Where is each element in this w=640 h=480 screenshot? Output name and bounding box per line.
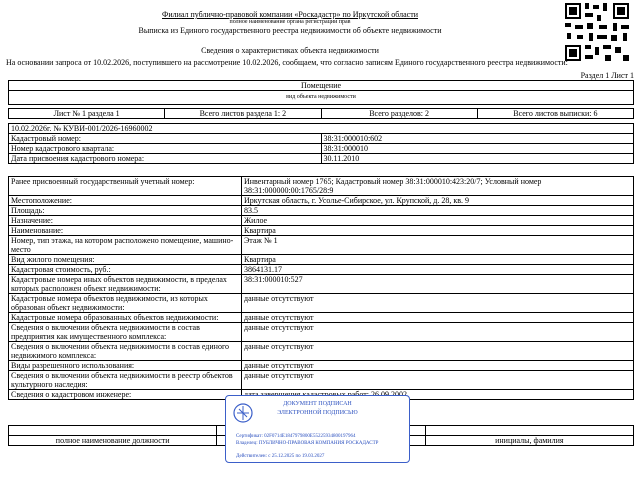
property-label: Кадастровые номера образованных объектов… [8,312,242,323]
property-label: Виды разрешенного использования: [8,360,242,371]
object-table: Помещение вид объекта недвижимости [8,80,634,105]
property-value: данные отсутствуют [241,293,634,313]
property-value: 3864131.17 [241,264,634,275]
property-value: Этаж № 1 [241,235,634,255]
property-label: Ранее присвоенный государственный учетны… [8,176,242,196]
property-row: Кадастровые номера иных объектов недвижи… [8,274,634,294]
document-title: Выписка из Единого государственного реес… [138,26,442,35]
property-label: Сведения о кадастровом инженере: [8,389,242,400]
property-row: Кадастровые номера образованных объектов… [8,312,634,323]
sheet-info: Лист № 1 раздела 1 [7,108,166,119]
property-label: Кадастровая стоимость, руб.: [8,264,242,275]
properties-table: Ранее присвоенный государственный учетны… [8,176,634,400]
property-value: Квартира [241,225,634,236]
property-label: Сведения о включении объекта недвижимост… [8,370,242,390]
stamp-validity: Действителен: с 25.12.2025 по 19.03.2027 [236,454,325,459]
property-label: Дата присвоения кадастрового номера: [8,153,322,164]
property-row: Назначение: Жилое [8,215,634,226]
property-label: Сведения о включении объекта недвижимост… [8,341,242,361]
stamp-emblem [233,403,253,423]
property-label: Номер, тип этажа, на котором расположено… [8,235,242,255]
property-label: Площадь: [8,205,242,216]
property-row: Кадастровая стоимость, руб.: 3864131.17 [8,264,634,275]
property-row: Кадастровые номера объектов недвижимости… [8,293,634,313]
property-row: Вид жилого помещения: Квартира [8,254,634,265]
record-number: 10.02.2026г. № КУВИ-001/2026-16960002 [8,123,634,134]
property-value: 30.11.2010 [320,153,634,164]
property-value: Жилое [241,215,634,226]
property-label: Назначение: [8,215,242,226]
property-label: Кадастровые номера объектов недвижимости… [8,293,242,313]
name-caption: инициалы, фамилия [424,435,635,446]
property-value: Иркутская область, г. Усолье-Сибирское, … [241,195,634,206]
property-value: дата завершения кадастровых работ: 26.09… [241,389,634,400]
organization: Филиал публично-правовой компании «Роска… [162,10,418,19]
property-row: Виды разрешенного использования: данные о… [8,360,634,371]
property-row: Площадь: 83.5 [8,205,634,216]
property-row: Кадастровый номер: 38:31:000010:602 [8,133,634,144]
property-value: 38:31:000010:527 [241,274,634,294]
organization-caption: полное наименование органа регистрации п… [229,19,351,25]
property-value: данные отсутствуют [241,341,634,361]
section: Раздел 1 Лист 1 [580,71,634,80]
property-value: данные отсутствуют [241,360,634,371]
property-value: данные отсутствуют [241,312,634,323]
object-kind: Помещение [8,80,634,91]
ids-table: 10.02.2026г. № КУВИ-001/2026-16960002 Ка… [8,123,634,164]
property-row: Дата присвоения кадастрового номера: 30.1… [8,153,634,164]
property-label: Местоположение: [8,195,242,206]
property-row: Местоположение: Иркутская область, г. Усо… [8,195,634,206]
property-label: Наименование: [8,225,242,236]
property-value: 83.5 [241,205,634,216]
stamp-title: ДОКУМЕНТ ПОДПИСАН [283,401,352,407]
position-caption: полное наименование должности [7,435,218,446]
property-label: Кадастровый номер: [8,133,322,144]
sheets-table: Лист № 1 раздела 1 Всего листов раздела 1… [7,108,635,119]
stamp-certificate: Сертификат: 02F0714E1847979800E552259348… [236,434,356,439]
property-label: Сведения о включении объекта недвижимост… [8,322,242,342]
property-row: Сведения о включении объекта недвижимост… [8,370,634,390]
property-row: Номер кадастрового квартала: 38:31:000010 [8,143,634,154]
intro: На основании запроса от 10.02.2026, пост… [6,58,568,67]
property-row: Сведения о включении объекта недвижимост… [8,341,634,361]
stamp-owner: Владелец: ПУБЛИЧНО-ПРАВОВАЯ КОМПАНИЯ РОС… [236,441,379,446]
object-kind-caption: вид объекта недвижимости [8,90,634,105]
signature-stamp: ДОКУМЕНТ ПОДПИСАН ЭЛЕКТРОННОЙ ПОДПИСЬЮ С… [225,395,410,463]
property-label: Номер кадастрового квартала: [8,143,322,154]
sheet-info: Всего листов выписки: 6 [476,108,635,119]
property-value: Инвентарный номер 1765; Кадастровый номе… [241,176,634,196]
property-value: данные отсутствуют [241,370,634,390]
property-value: Квартира [241,254,634,265]
property-label: Кадастровые номера иных объектов недвижи… [8,274,242,294]
property-label: Вид жилого помещения: [8,254,242,265]
property-row: Сведения о включении объекта недвижимост… [8,322,634,342]
document-subtitle: Сведения о характеристиках объекта недви… [201,46,379,55]
property-row: Наименование: Квартира [8,225,634,236]
property-row: Ранее присвоенный государственный учетны… [8,176,634,196]
property-value: 38:31:000010:602 [320,133,634,144]
sheet-info: Всего разделов: 2 [320,108,478,119]
property-row: Сведения о кадастровом инженере:дата зав… [8,389,634,400]
qr-code [563,1,631,63]
property-value: данные отсутствуют [241,322,634,342]
sheet-info: Всего листов раздела 1: 2 [164,108,322,119]
property-row: Номер, тип этажа, на котором расположено… [8,235,634,255]
property-value: 38:31:000010 [320,143,634,154]
stamp-subtitle: ЭЛЕКТРОННОЙ ПОДПИСЬЮ [277,410,358,416]
